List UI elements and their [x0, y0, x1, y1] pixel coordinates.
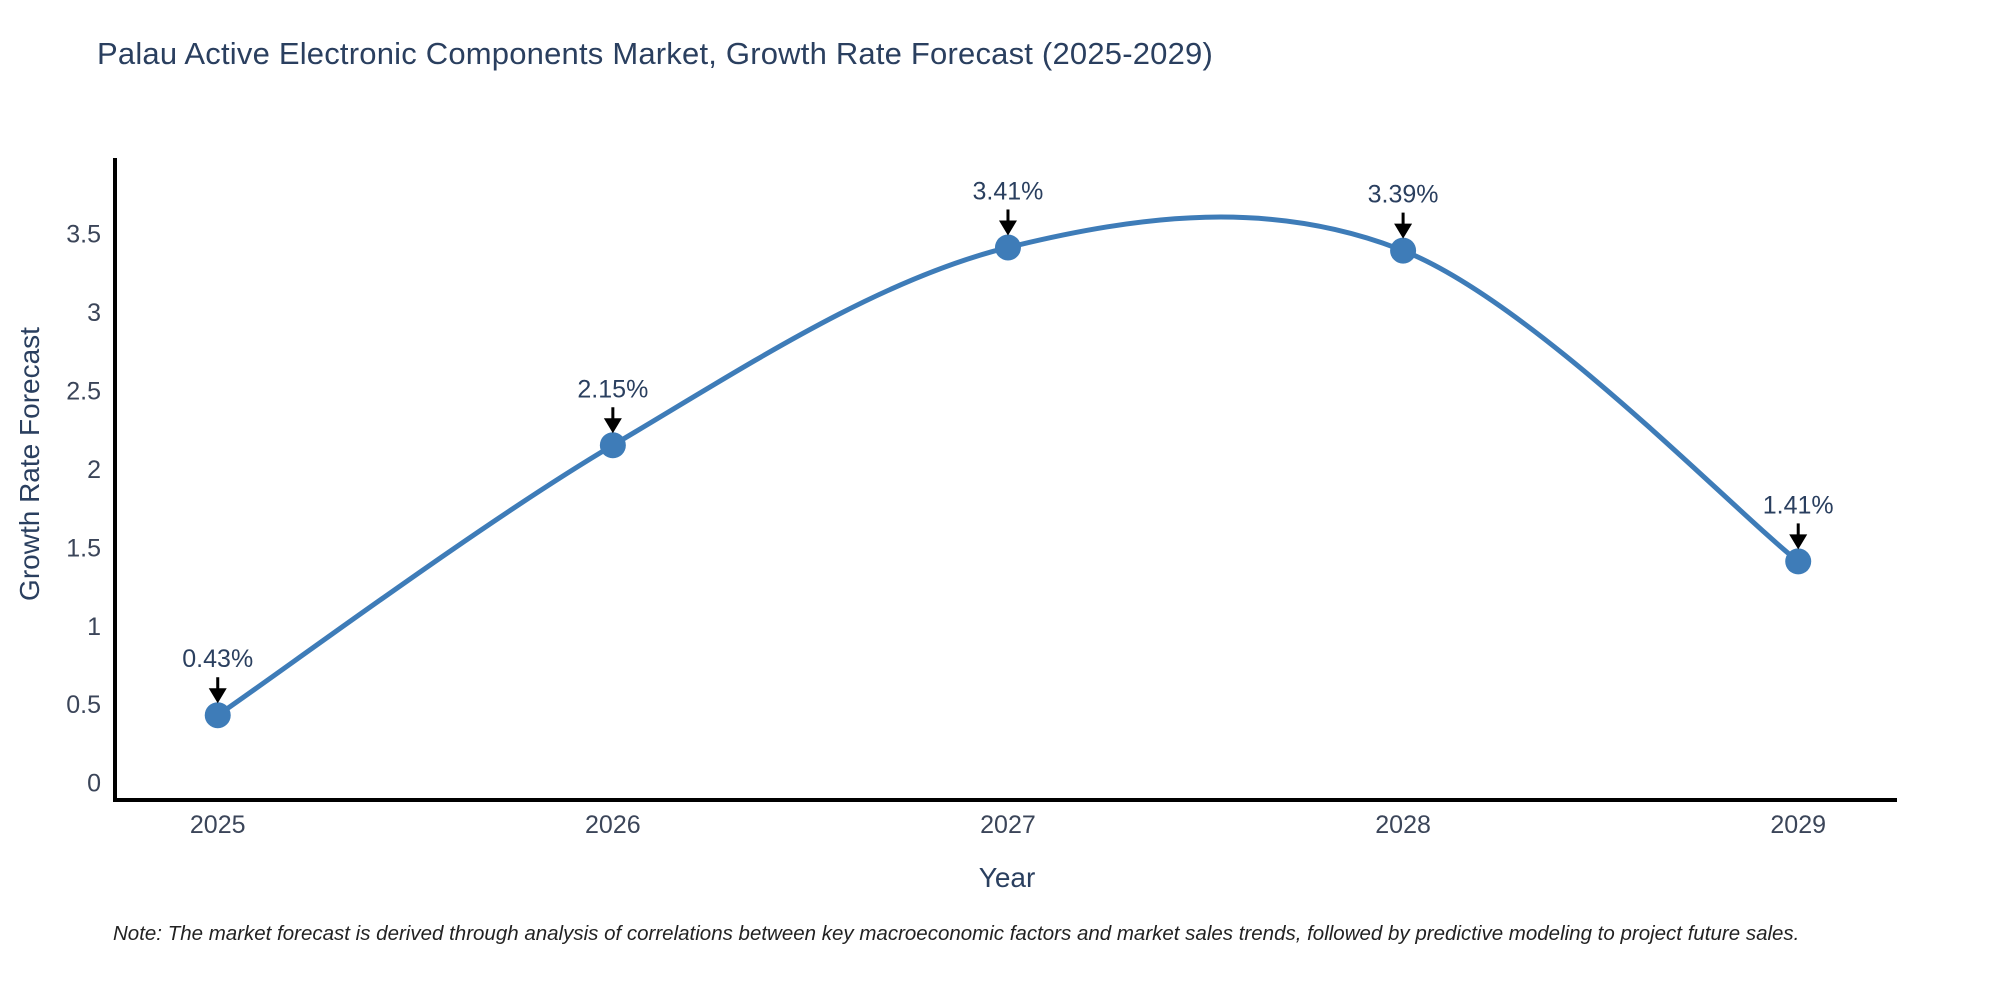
y-tick-label: 2 [87, 456, 101, 484]
y-axis-title: Growth Rate Forecast [14, 327, 45, 601]
point-annotation-label: 3.39% [1368, 181, 1439, 209]
x-tick-label: 2029 [1770, 811, 1826, 839]
annotation-arrow-head-icon [998, 220, 1017, 236]
data-point-marker [1785, 548, 1812, 575]
point-annotation-label: 0.43% [182, 645, 253, 673]
data-point-marker [1390, 237, 1417, 264]
data-point-marker [599, 432, 626, 459]
x-tick-label: 2027 [980, 811, 1036, 839]
annotation-arrow-head-icon [1789, 534, 1808, 550]
annotation-arrow-head-icon [208, 688, 227, 704]
x-axis-title: Year [978, 862, 1036, 893]
y-tick-label: 1.5 [66, 534, 101, 562]
chart-title: Palau Active Electronic Components Marke… [97, 36, 1214, 71]
point-annotation-label: 2.15% [577, 375, 648, 403]
footnote: Note: The market forecast is derived thr… [113, 922, 1800, 945]
x-tick-label: 2026 [585, 811, 641, 839]
y-tick-label: 3 [87, 299, 101, 327]
annotation-arrow-head-icon [1394, 223, 1413, 239]
point-annotation-label: 1.41% [1763, 491, 1834, 519]
y-tick-label: 0 [87, 770, 101, 798]
y-tick-label: 1 [87, 613, 101, 641]
data-point-marker [994, 234, 1021, 261]
point-annotation-label: 3.41% [973, 177, 1044, 205]
y-tick-label: 0.5 [66, 691, 101, 719]
x-tick-label: 2025 [190, 811, 246, 839]
forecast-line [215, 214, 1801, 718]
x-tick-label: 2028 [1375, 811, 1431, 839]
y-tick-label: 2.5 [66, 377, 101, 405]
data-point-marker [204, 702, 231, 729]
annotation-arrow-head-icon [603, 418, 622, 434]
y-tick-label: 3.5 [66, 220, 101, 248]
